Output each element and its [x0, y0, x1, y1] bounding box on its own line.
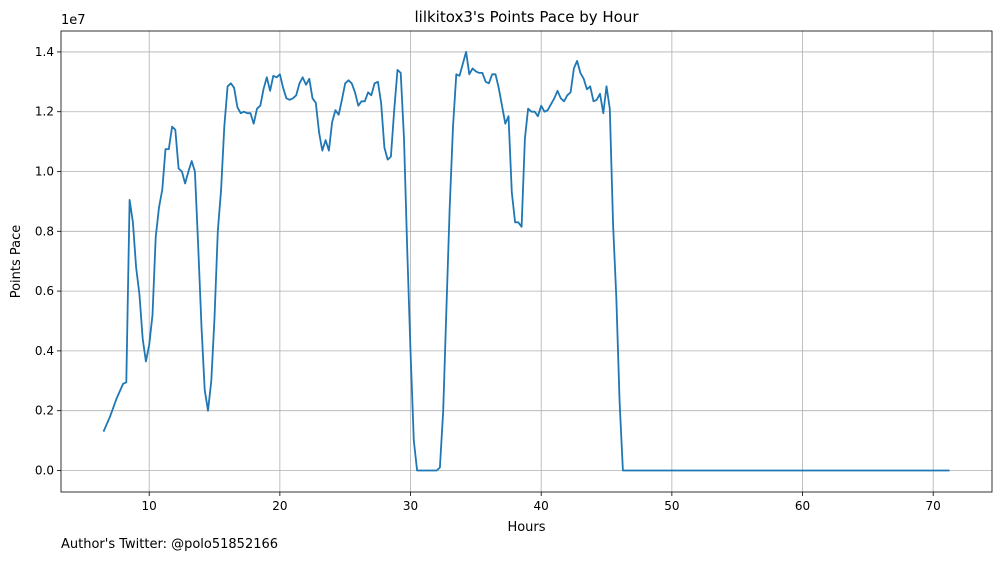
- y-tick-label: 1.2: [35, 105, 54, 119]
- plot-frame: [60, 30, 993, 493]
- grid: [61, 31, 992, 492]
- y-tick-label: 0.4: [35, 344, 54, 358]
- y-tick-label: 0.8: [35, 224, 54, 238]
- y-axis-label: Points Pace: [9, 225, 24, 299]
- y-tick-label: 1.4: [35, 45, 54, 59]
- x-tick-label: 10: [142, 499, 157, 513]
- x-tick-label: 40: [534, 499, 549, 513]
- series-line: [102, 51, 950, 472]
- x-tick-label: 60: [795, 499, 810, 513]
- y-tick-label: 0.0: [35, 463, 54, 477]
- y-axis-offset-label: 1e7: [61, 13, 86, 28]
- series-layer: [102, 51, 950, 472]
- x-axis-label: Hours: [507, 520, 545, 535]
- x-axis-ticks: 10 20 30 40 50 60 70: [142, 492, 941, 513]
- x-tick-label: 70: [926, 499, 941, 513]
- x-tick-label: 20: [272, 499, 287, 513]
- y-axis-ticks: 0.0 0.2 0.4 0.6 0.8 1.0 1.2 1.4: [35, 45, 61, 477]
- y-tick-label: 0.6: [35, 284, 54, 298]
- x-tick-label: 30: [403, 499, 418, 513]
- chart-title: lilkitox3's Points Pace by Hour: [414, 8, 639, 26]
- y-tick-label: 1.0: [35, 165, 54, 179]
- y-tick-label: 0.2: [35, 404, 54, 418]
- x-tick-label: 50: [664, 499, 679, 513]
- author-note: Author's Twitter: @polo51852166: [61, 537, 279, 552]
